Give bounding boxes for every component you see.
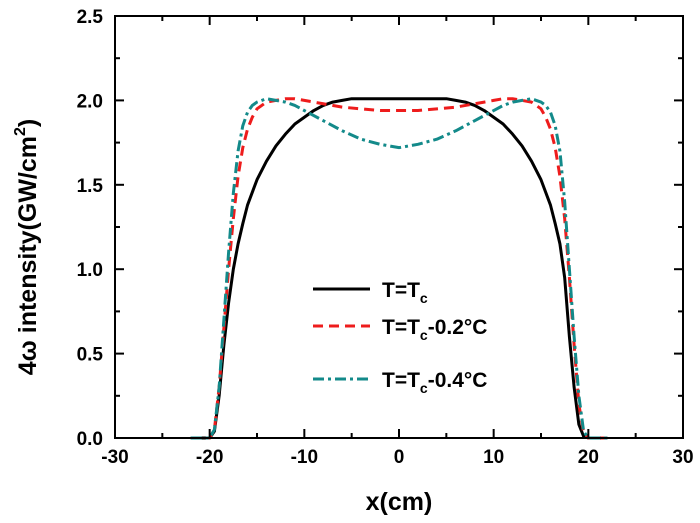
series-line-0 xyxy=(190,97,608,440)
series-layer xyxy=(190,97,608,440)
x-tick-label: -30 xyxy=(101,447,128,468)
y-axis-title-middle: intensity(GW/cm xyxy=(14,136,42,340)
legend-label-t-tc: T=Tc xyxy=(382,279,428,306)
x-tick-label: 0 xyxy=(394,447,405,468)
x-tick-label: 30 xyxy=(672,447,693,468)
x-tick-label: -10 xyxy=(291,447,318,468)
y-axis-title-suffix: ) xyxy=(14,119,42,127)
y-axis-title-prefix: 4 xyxy=(14,361,42,375)
x-axis-title: x(cm) xyxy=(366,488,433,516)
series-line-2 xyxy=(190,97,608,440)
x-tick-label: 20 xyxy=(578,447,599,468)
series-line-1 xyxy=(190,97,608,440)
y-axis-title-omega: ω xyxy=(14,340,42,361)
legend-label-t-tc-0.2: T=Tc-0.2°C xyxy=(382,316,487,343)
y-tick-label: 1.5 xyxy=(77,176,104,197)
x-tick-label: 10 xyxy=(483,447,504,468)
y-axis-title-superscript: 2 xyxy=(12,127,29,136)
x-tick-label: -20 xyxy=(196,447,223,468)
legend: T=Tc T=Tc-0.2°C T=Tc-0.4°C xyxy=(313,279,487,396)
y-tick-label: 0.5 xyxy=(77,345,104,366)
y-tick-label: 2.5 xyxy=(77,7,104,28)
y-tick-label: 1.0 xyxy=(77,260,103,281)
y-axis-title: 4ω intensity(GW/cm2) xyxy=(12,119,42,375)
ticks-layer xyxy=(114,15,684,439)
y-tick-label: 2.0 xyxy=(77,91,103,112)
y-tick-label: 0.0 xyxy=(77,429,103,450)
legend-label-t-tc-0.4: T=Tc-0.4°C xyxy=(382,369,487,396)
tick-labels: -30 -20 -10 0 10 20 30 0.0 0.5 1.0 1.5 2.0 2.5 xyxy=(77,7,694,468)
